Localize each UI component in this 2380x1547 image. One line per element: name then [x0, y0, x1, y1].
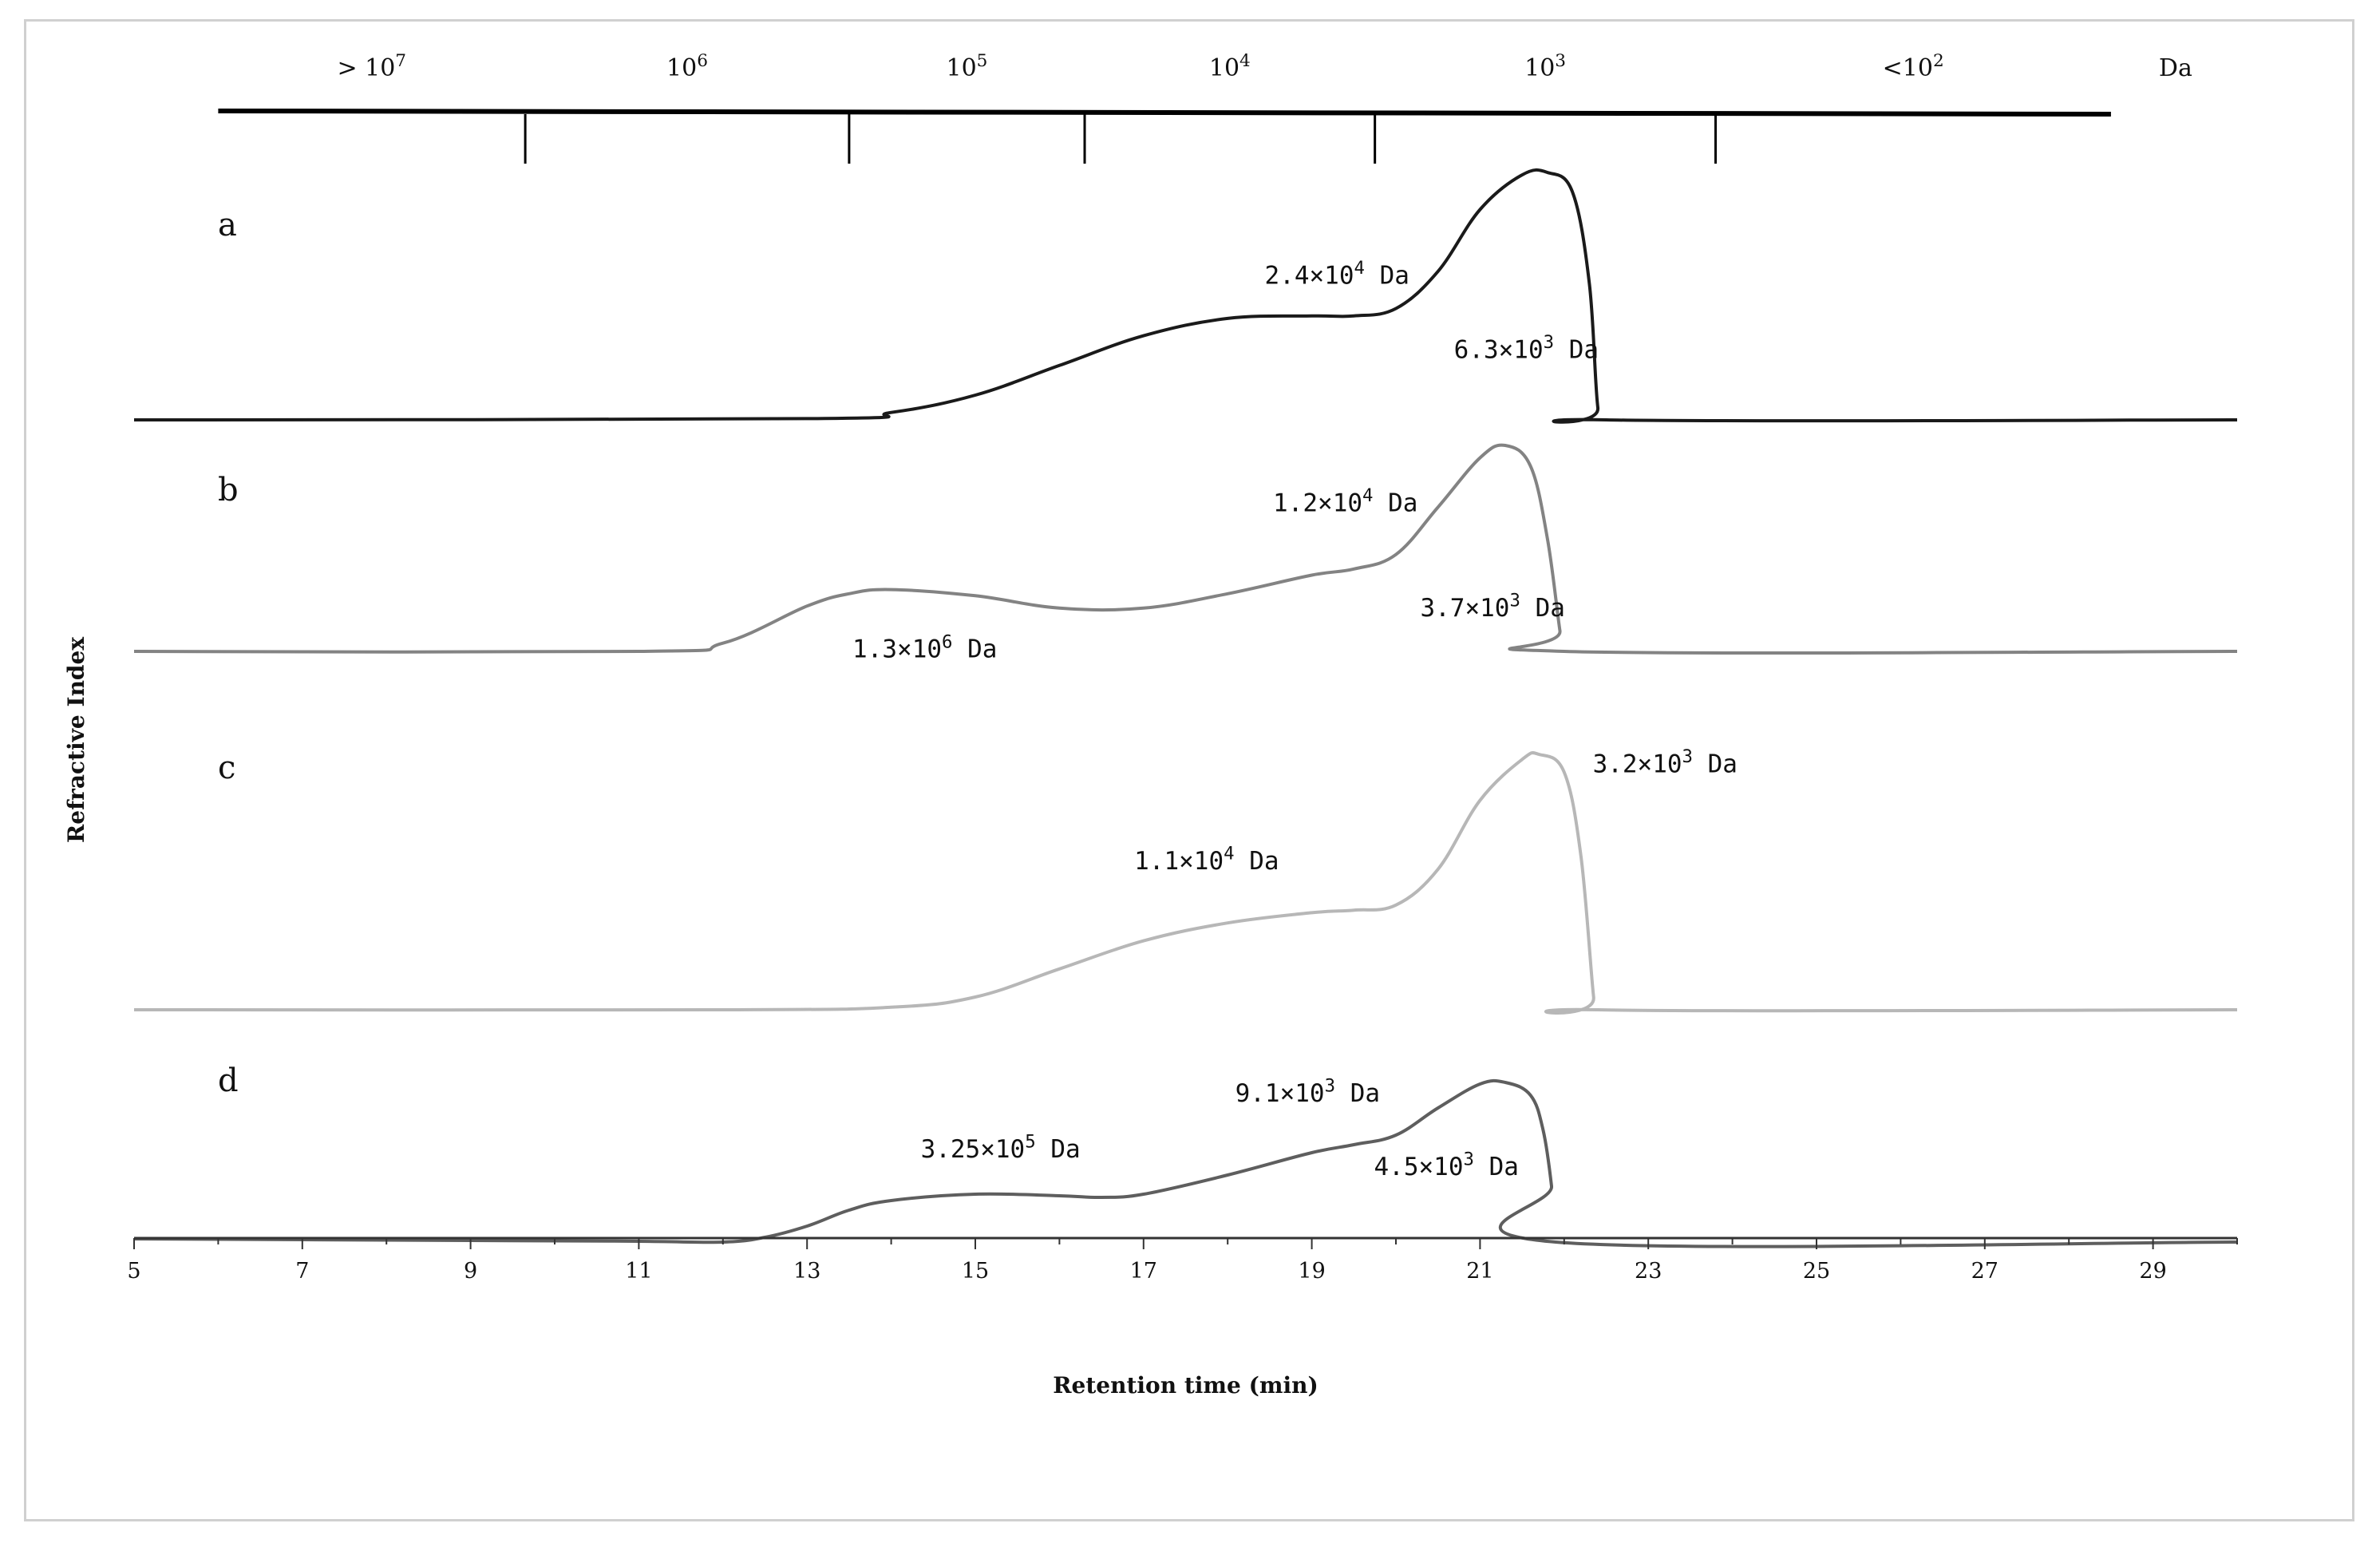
- x-tick-label: 13: [793, 1259, 820, 1284]
- mw-scale-label: 105: [946, 51, 987, 82]
- x-tick-label: 11: [625, 1259, 652, 1284]
- peak-annotation: 9.1×103 Da: [1235, 1076, 1380, 1108]
- series-a: a 2.4×104 Da 6.3×103 Da: [133, 168, 2238, 424]
- molecular-weight-scale: > 107 106 105 104 103 <102 Da: [218, 51, 2192, 164]
- mw-scale-label: <102: [1883, 51, 1944, 82]
- x-tick-label: 27: [1971, 1259, 1998, 1284]
- series-line-c: [133, 751, 2238, 1015]
- mw-scale-label: 104: [1209, 51, 1251, 82]
- mw-scale-unit: Da: [2159, 54, 2192, 82]
- chart: > 107 106 105 104 103 <102 Da a 2.4×104 Da 6.3×1…: [63, 51, 2238, 1399]
- peak-annotation: 6.3×103 Da: [1454, 332, 1599, 364]
- x-tick-label: 17: [1130, 1259, 1157, 1284]
- x-tick-label: 21: [1466, 1259, 1493, 1284]
- x-tick-label: 23: [1635, 1259, 1662, 1284]
- peak-annotation: 3.25×105 Da: [921, 1132, 1081, 1164]
- mw-scale-label: 103: [1524, 51, 1566, 82]
- series-label-c: c: [218, 750, 235, 786]
- x-tick-label: 19: [1298, 1259, 1325, 1284]
- peak-annotation: 4.5×103 Da: [1374, 1149, 1519, 1181]
- peak-annotation: 2.4×104 Da: [1265, 258, 1409, 290]
- peak-annotation: 1.1×104 Da: [1134, 844, 1279, 876]
- x-tick-label: 9: [464, 1259, 477, 1284]
- peak-annotation: 3.2×103 Da: [1593, 746, 1738, 778]
- mw-scale-bar: [218, 109, 2111, 117]
- series-line-b: [133, 443, 2238, 655]
- peak-annotation: 1.3×106 Da: [852, 631, 997, 663]
- series-label-a: a: [218, 207, 237, 243]
- x-tick-label: 25: [1803, 1259, 1830, 1284]
- x-tick-label: 7: [295, 1259, 309, 1284]
- series-line-d: [133, 1078, 2238, 1248]
- series-line-a: [133, 168, 2238, 424]
- figure-frame: > 107 106 105 104 103 <102 Da a 2.4×104 Da 6.3×1…: [24, 19, 2354, 1521]
- y-axis-label: Refractive Index: [63, 637, 89, 843]
- x-tick-label: 15: [962, 1259, 989, 1284]
- x-tick-label: 5: [127, 1259, 140, 1284]
- peak-annotation: 1.2×104 Da: [1273, 485, 1417, 517]
- chromatogram-curves: a 2.4×104 Da 6.3×103 Da b 1.2×104 Da 3.7×103 …: [133, 168, 2238, 1248]
- series-label-d: d: [218, 1062, 239, 1099]
- x-axis-label: Retention time (min): [1053, 1372, 1318, 1399]
- series-d: d 9.1×103 Da 3.25×105 Da 4.5×103 Da: [133, 1062, 2238, 1248]
- peak-annotation: 3.7×103 Da: [1420, 591, 1564, 623]
- mw-scale-label: > 107: [337, 51, 406, 82]
- series-c: c 3.2×103 Da 1.1×104 Da: [133, 746, 2238, 1015]
- mw-scale-label: 106: [666, 51, 708, 82]
- x-tick-label: 29: [2139, 1259, 2166, 1284]
- x-axis: 5 7 9 11 13 15 17 19 21 23 25 27 29: [127, 1236, 2238, 1284]
- series-label-b: b: [218, 472, 239, 508]
- series-b: b 1.2×104 Da 3.7×103 Da 1.3×106 Da: [133, 443, 2238, 664]
